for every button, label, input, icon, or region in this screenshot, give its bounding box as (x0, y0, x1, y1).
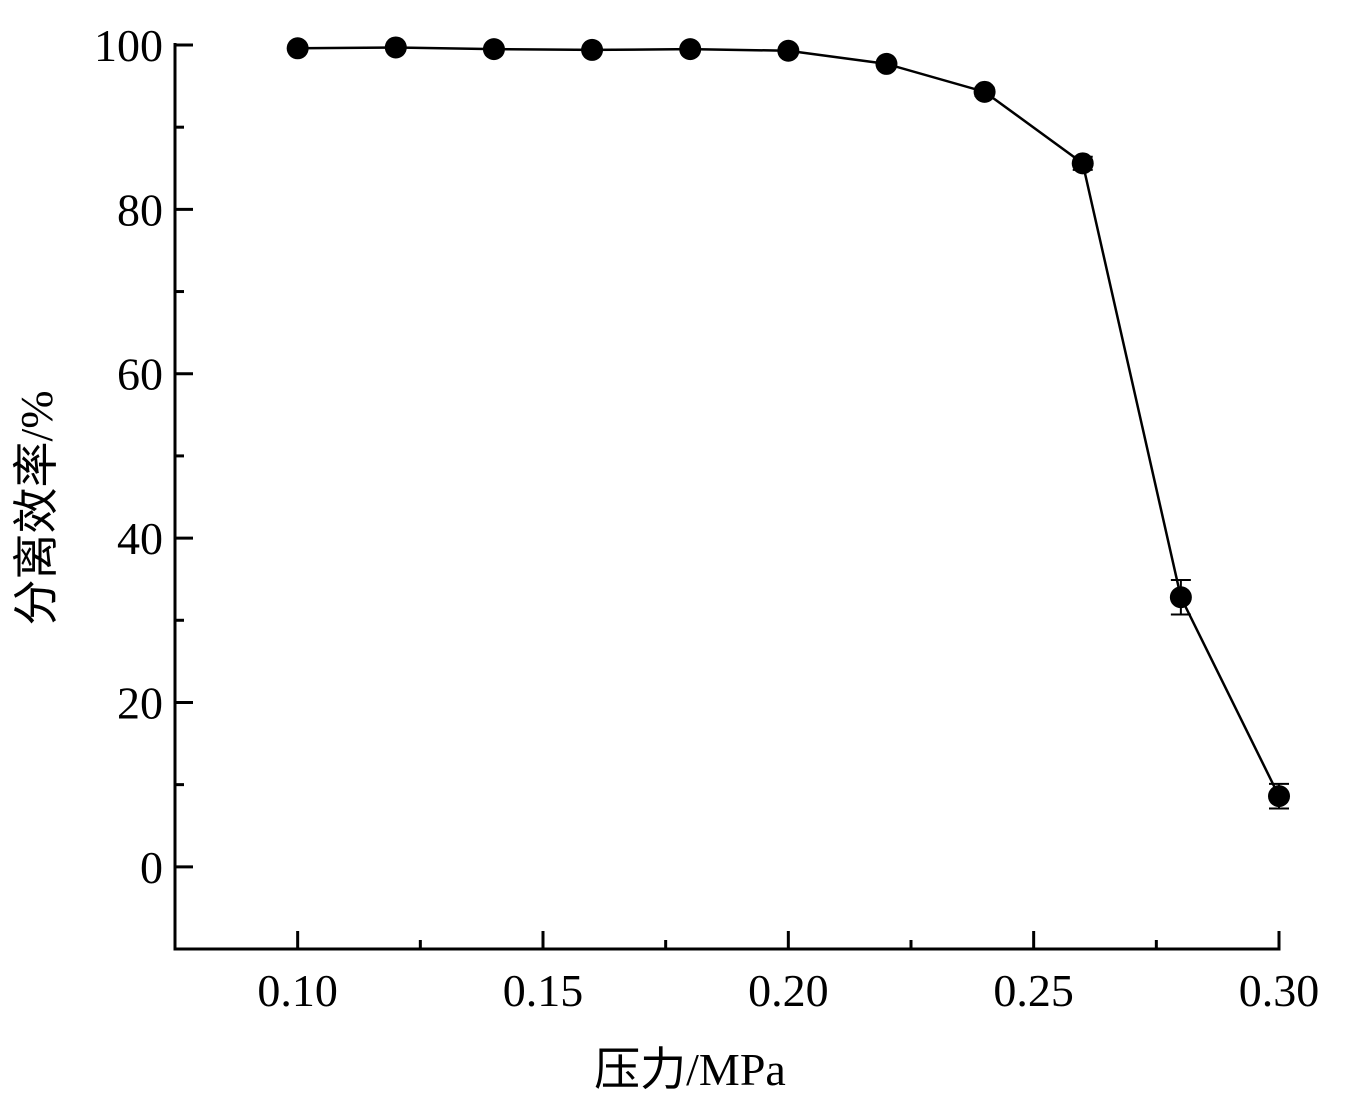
y-tick-label: 40 (117, 513, 163, 564)
x-tick-label: 0.30 (1239, 965, 1320, 1016)
data-point (581, 38, 604, 61)
x-tick-label: 0.25 (993, 965, 1074, 1016)
data-point (973, 80, 996, 103)
y-tick-label: 60 (117, 349, 163, 400)
y-tick-label: 100 (94, 20, 163, 71)
data-point (482, 38, 505, 61)
data-point (384, 36, 407, 59)
data-point (679, 38, 702, 61)
x-axis-label: 压力/MPa (594, 1044, 786, 1095)
data-point (777, 39, 800, 62)
data-point (875, 52, 898, 75)
y-tick-label: 80 (117, 184, 163, 235)
x-tick-label: 0.10 (257, 965, 338, 1016)
data-point (1169, 586, 1192, 609)
y-tick-label: 20 (117, 677, 163, 728)
data-point (1071, 152, 1094, 175)
data-point (1268, 785, 1290, 808)
y-tick-label: 0 (140, 842, 163, 893)
data-point (286, 37, 309, 60)
x-tick-label: 0.15 (503, 965, 584, 1016)
y-axis-label: 分离效率/% (11, 390, 62, 625)
x-tick-label: 0.20 (748, 965, 829, 1016)
data-line (297, 46, 1281, 797)
